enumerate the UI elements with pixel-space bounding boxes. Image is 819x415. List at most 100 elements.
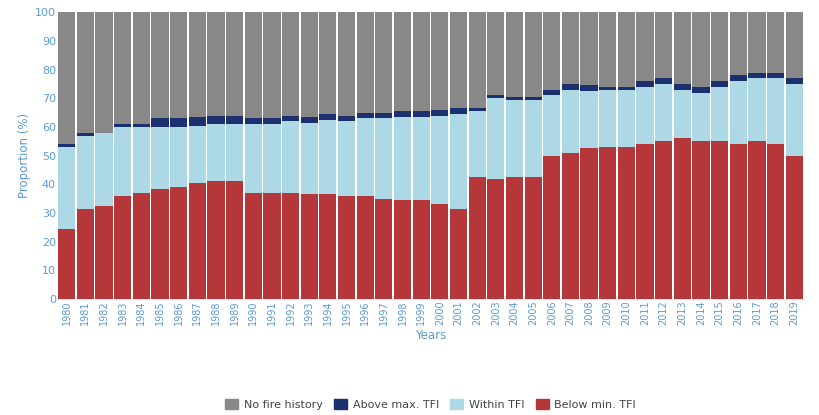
Bar <box>561 84 578 90</box>
Bar <box>636 87 653 144</box>
Bar <box>450 209 467 299</box>
Bar <box>301 12 318 117</box>
Bar <box>450 108 467 114</box>
Bar <box>524 97 541 100</box>
Bar <box>617 12 634 87</box>
Bar <box>263 12 280 118</box>
Bar <box>170 118 187 127</box>
Bar <box>282 12 299 115</box>
Bar <box>729 81 746 144</box>
Bar <box>375 112 392 118</box>
Bar <box>431 115 448 204</box>
Bar <box>152 188 169 299</box>
Bar <box>393 12 410 111</box>
Bar <box>301 117 318 123</box>
X-axis label: Years: Years <box>414 329 446 342</box>
Bar <box>244 193 261 299</box>
Bar <box>654 12 672 78</box>
Bar <box>77 136 94 209</box>
Bar <box>710 81 727 87</box>
Bar <box>505 97 523 100</box>
Bar <box>729 12 746 76</box>
Bar <box>244 124 261 193</box>
Bar <box>766 73 783 78</box>
Bar <box>468 111 485 177</box>
Bar <box>226 115 243 124</box>
Bar <box>691 141 708 299</box>
Bar <box>766 78 783 144</box>
Bar <box>468 177 485 299</box>
Bar <box>599 12 616 87</box>
Bar <box>319 114 336 120</box>
Bar <box>505 100 523 177</box>
Bar <box>617 147 634 299</box>
Bar <box>133 127 150 193</box>
Bar <box>188 126 206 183</box>
Bar <box>431 110 448 115</box>
Bar <box>785 12 802 78</box>
Bar <box>77 133 94 136</box>
Bar <box>375 12 392 112</box>
Bar <box>393 117 410 200</box>
Bar <box>282 115 299 121</box>
Bar <box>542 95 559 156</box>
Bar <box>673 84 690 90</box>
Bar <box>207 12 224 115</box>
Bar <box>301 123 318 194</box>
Bar <box>244 12 261 118</box>
Bar <box>450 114 467 209</box>
Bar <box>114 124 131 127</box>
Bar <box>58 147 75 229</box>
Bar <box>729 144 746 299</box>
Bar <box>673 12 690 84</box>
Bar <box>188 117 206 126</box>
Bar <box>673 90 690 139</box>
Bar <box>450 12 467 108</box>
Bar <box>617 87 634 90</box>
Bar <box>152 127 169 188</box>
Bar <box>691 93 708 141</box>
Bar <box>599 90 616 147</box>
Bar <box>486 178 504 299</box>
Bar <box>95 133 112 206</box>
Bar <box>226 124 243 181</box>
Bar <box>599 87 616 90</box>
Bar <box>263 118 280 124</box>
Bar <box>412 117 429 200</box>
Y-axis label: Proportion (%): Proportion (%) <box>18 113 31 198</box>
Bar <box>95 206 112 299</box>
Bar <box>244 118 261 124</box>
Bar <box>748 78 765 141</box>
Bar <box>412 12 429 111</box>
Bar <box>486 98 504 178</box>
Bar <box>580 149 597 299</box>
Bar <box>766 12 783 73</box>
Bar <box>748 73 765 78</box>
Bar <box>729 76 746 81</box>
Bar <box>77 209 94 299</box>
Bar <box>188 12 206 117</box>
Bar <box>654 141 672 299</box>
Bar <box>486 12 504 95</box>
Bar <box>58 12 75 144</box>
Bar <box>486 95 504 98</box>
Bar <box>505 12 523 97</box>
Bar <box>710 12 727 81</box>
Bar <box>133 12 150 124</box>
Bar <box>524 12 541 97</box>
Bar <box>152 12 169 118</box>
Bar <box>748 12 765 73</box>
Bar <box>710 141 727 299</box>
Bar <box>133 193 150 299</box>
Bar <box>468 12 485 108</box>
Bar <box>170 127 187 187</box>
Bar <box>710 87 727 141</box>
Bar <box>393 111 410 117</box>
Bar <box>319 194 336 299</box>
Bar <box>691 12 708 87</box>
Bar <box>542 90 559 95</box>
Bar <box>412 111 429 117</box>
Bar <box>58 229 75 299</box>
Bar <box>319 12 336 114</box>
Bar <box>356 112 373 118</box>
